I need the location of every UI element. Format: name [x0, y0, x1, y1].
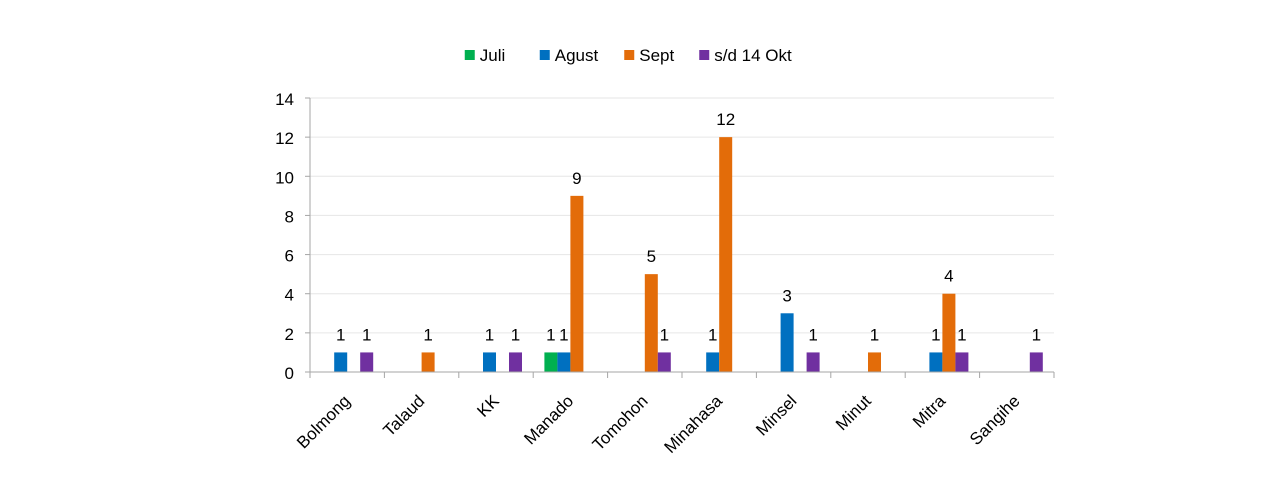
legend: Juli Agust Sept s/d 14 Okt	[464, 46, 792, 65]
y-tick-label: 0	[285, 364, 294, 383]
data-label: 1	[362, 325, 371, 344]
bar	[570, 195, 584, 372]
x-tick-label: Bolmong	[293, 391, 354, 452]
bar	[483, 352, 496, 372]
bar	[360, 352, 374, 372]
data-label: 1	[511, 325, 520, 344]
data-label: 1	[546, 325, 555, 344]
gridlines	[310, 97, 1054, 334]
data-label: 4	[944, 267, 953, 286]
data-label: 5	[647, 247, 656, 266]
data-label: 1	[808, 325, 817, 344]
bar	[868, 352, 881, 372]
x-tick-label: Manado	[520, 391, 577, 448]
data-label: 9	[572, 169, 581, 188]
y-tick-label: 4	[285, 286, 294, 305]
x-tick-label: Minahasa	[660, 391, 726, 457]
x-tick-label: Minut	[832, 391, 875, 434]
legend-label: Sept	[639, 46, 674, 65]
y-tick-label: 12	[275, 129, 294, 148]
legend-swatch	[699, 50, 710, 60]
data-label: 1	[559, 325, 568, 344]
y-tick-label: 6	[285, 247, 294, 266]
bars	[334, 137, 1043, 372]
bar	[509, 352, 522, 372]
x-tick-label: Talaud	[380, 391, 429, 440]
y-tick-label: 14	[275, 90, 294, 109]
legend-swatch	[464, 50, 475, 60]
bar	[644, 274, 658, 372]
data-label: 1	[423, 325, 432, 344]
legend-swatch	[624, 50, 635, 60]
data-label: 1	[931, 325, 940, 344]
bar	[544, 352, 558, 372]
bar	[421, 352, 435, 372]
data-label: 1	[660, 325, 669, 344]
legend-label: s/d 14 Okt	[714, 46, 792, 65]
bar	[719, 137, 733, 372]
legend-label: Agust	[555, 46, 599, 65]
y-tick-label: 2	[285, 325, 294, 344]
bar	[657, 352, 671, 372]
y-tick-label: 8	[285, 207, 294, 226]
data-label: 3	[782, 286, 791, 305]
bar	[942, 293, 956, 372]
y-tick-label: 10	[275, 168, 294, 187]
legend-label: Juli	[480, 46, 506, 65]
data-label: 1	[336, 325, 345, 344]
bar	[806, 352, 820, 372]
bar	[955, 352, 969, 372]
x-tick-label: Mitra	[909, 391, 950, 432]
x-tick-label: Minsel	[752, 391, 800, 439]
x-tick-label: Sangihe	[966, 391, 1024, 449]
data-label: 1	[870, 325, 879, 344]
bar	[1029, 352, 1043, 372]
x-tick-label: Tomohon	[589, 391, 652, 454]
bar	[929, 352, 943, 372]
bar	[706, 352, 720, 372]
x-tick-label: KK	[473, 391, 503, 421]
data-label: 1	[708, 325, 717, 344]
data-label: 1	[485, 325, 494, 344]
data-label: 1	[1032, 325, 1041, 344]
bar	[334, 352, 348, 372]
data-label: 1	[957, 325, 966, 344]
legend-swatch	[539, 50, 550, 60]
bar	[780, 313, 794, 372]
bar	[557, 352, 571, 372]
data-label: 12	[716, 110, 735, 129]
